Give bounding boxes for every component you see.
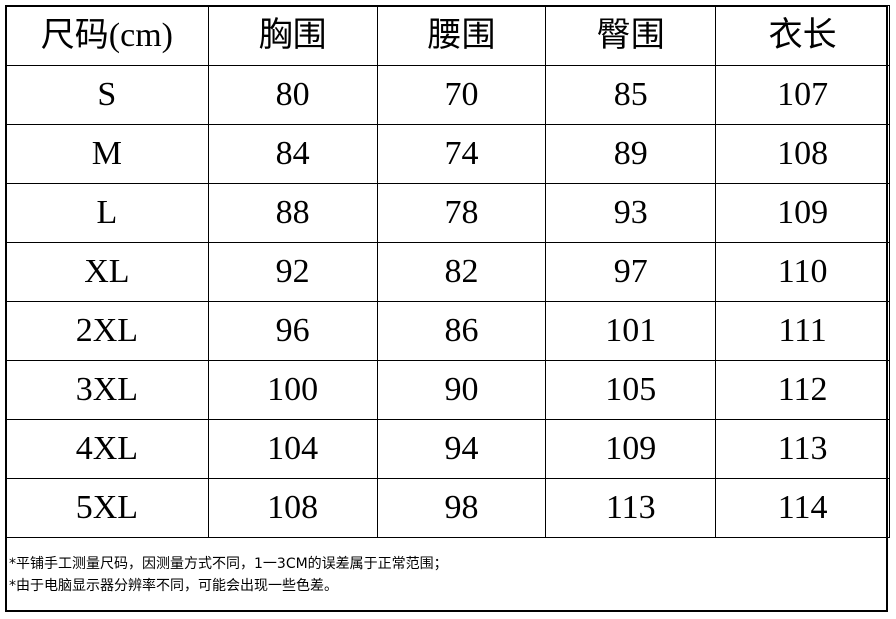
measurement-cell: 107 — [715, 65, 890, 125]
column-header: 臀围 — [545, 5, 717, 66]
measurement-cell: 84 — [207, 124, 378, 184]
measurement-cell: 110 — [715, 242, 890, 302]
measurement-cell: 108 — [715, 124, 890, 184]
notes: *平铺手工测量尺码，因测量方式不同，1一3CM的误差属于正常范围； *由于电脑显… — [9, 553, 448, 597]
size-cell: 2XL — [5, 301, 209, 361]
size-cell: 4XL — [5, 419, 209, 479]
measurement-cell: 113 — [545, 478, 717, 538]
table-row: 4XL 104 94 109 113 — [5, 419, 890, 479]
note-measurement: *平铺手工测量尺码，因测量方式不同，1一3CM的误差属于正常范围； — [9, 556, 448, 572]
measurement-cell: 89 — [545, 124, 717, 184]
size-cell: L — [5, 183, 209, 243]
table-row: XL 92 82 97 110 — [5, 242, 890, 302]
note-color: *由于电脑显示器分辨率不同，可能会出现一些色差。 — [9, 578, 338, 594]
measurement-cell: 80 — [207, 65, 378, 125]
measurement-cell: 88 — [207, 183, 378, 243]
measurement-cell: 86 — [376, 301, 547, 361]
table-row: 5XL 108 98 113 114 — [5, 478, 890, 538]
measurement-cell: 74 — [376, 124, 547, 184]
measurement-cell: 104 — [207, 419, 378, 479]
measurement-cell: 108 — [207, 478, 378, 538]
measurement-cell: 112 — [715, 360, 890, 420]
measurement-cell: 93 — [545, 183, 717, 243]
measurement-cell: 92 — [207, 242, 378, 302]
table-row: 2XL 96 86 101 111 — [5, 301, 890, 361]
measurement-cell: 114 — [715, 478, 890, 538]
size-cell: XL — [5, 242, 209, 302]
measurement-cell: 101 — [545, 301, 717, 361]
measurement-cell: 96 — [207, 301, 378, 361]
table-row: L 88 78 93 109 — [5, 183, 890, 243]
measurement-cell: 85 — [545, 65, 717, 125]
measurement-cell: 90 — [376, 360, 547, 420]
size-table: 尺码(cm) 胸围 腰围 臀围 衣长 S 80 70 85 107 M 84 74 89 108 L 88 78 9… — [5, 5, 890, 538]
measurement-cell: 105 — [545, 360, 717, 420]
measurement-cell: 78 — [376, 183, 547, 243]
measurement-cell: 98 — [376, 478, 547, 538]
measurement-cell: 109 — [715, 183, 890, 243]
table-row: S 80 70 85 107 — [5, 65, 890, 125]
measurement-cell: 70 — [376, 65, 547, 125]
column-header: 腰围 — [376, 5, 547, 66]
measurement-cell: 111 — [715, 301, 890, 361]
column-header: 衣长 — [715, 5, 890, 66]
measurement-cell: 100 — [207, 360, 378, 420]
measurement-cell: 113 — [715, 419, 890, 479]
measurement-cell: 97 — [545, 242, 717, 302]
table-row: 3XL 100 90 105 112 — [5, 360, 890, 420]
size-cell: M — [5, 124, 209, 184]
size-cell: 5XL — [5, 478, 209, 538]
table-row: M 84 74 89 108 — [5, 124, 890, 184]
size-cell: S — [5, 65, 209, 125]
size-cell: 3XL — [5, 360, 209, 420]
measurement-cell: 109 — [545, 419, 717, 479]
measurement-cell: 94 — [376, 419, 547, 479]
column-header: 尺码(cm) — [5, 5, 209, 66]
column-header: 胸围 — [207, 5, 378, 66]
header-row: 尺码(cm) 胸围 腰围 臀围 衣长 — [5, 5, 890, 66]
measurement-cell: 82 — [376, 242, 547, 302]
